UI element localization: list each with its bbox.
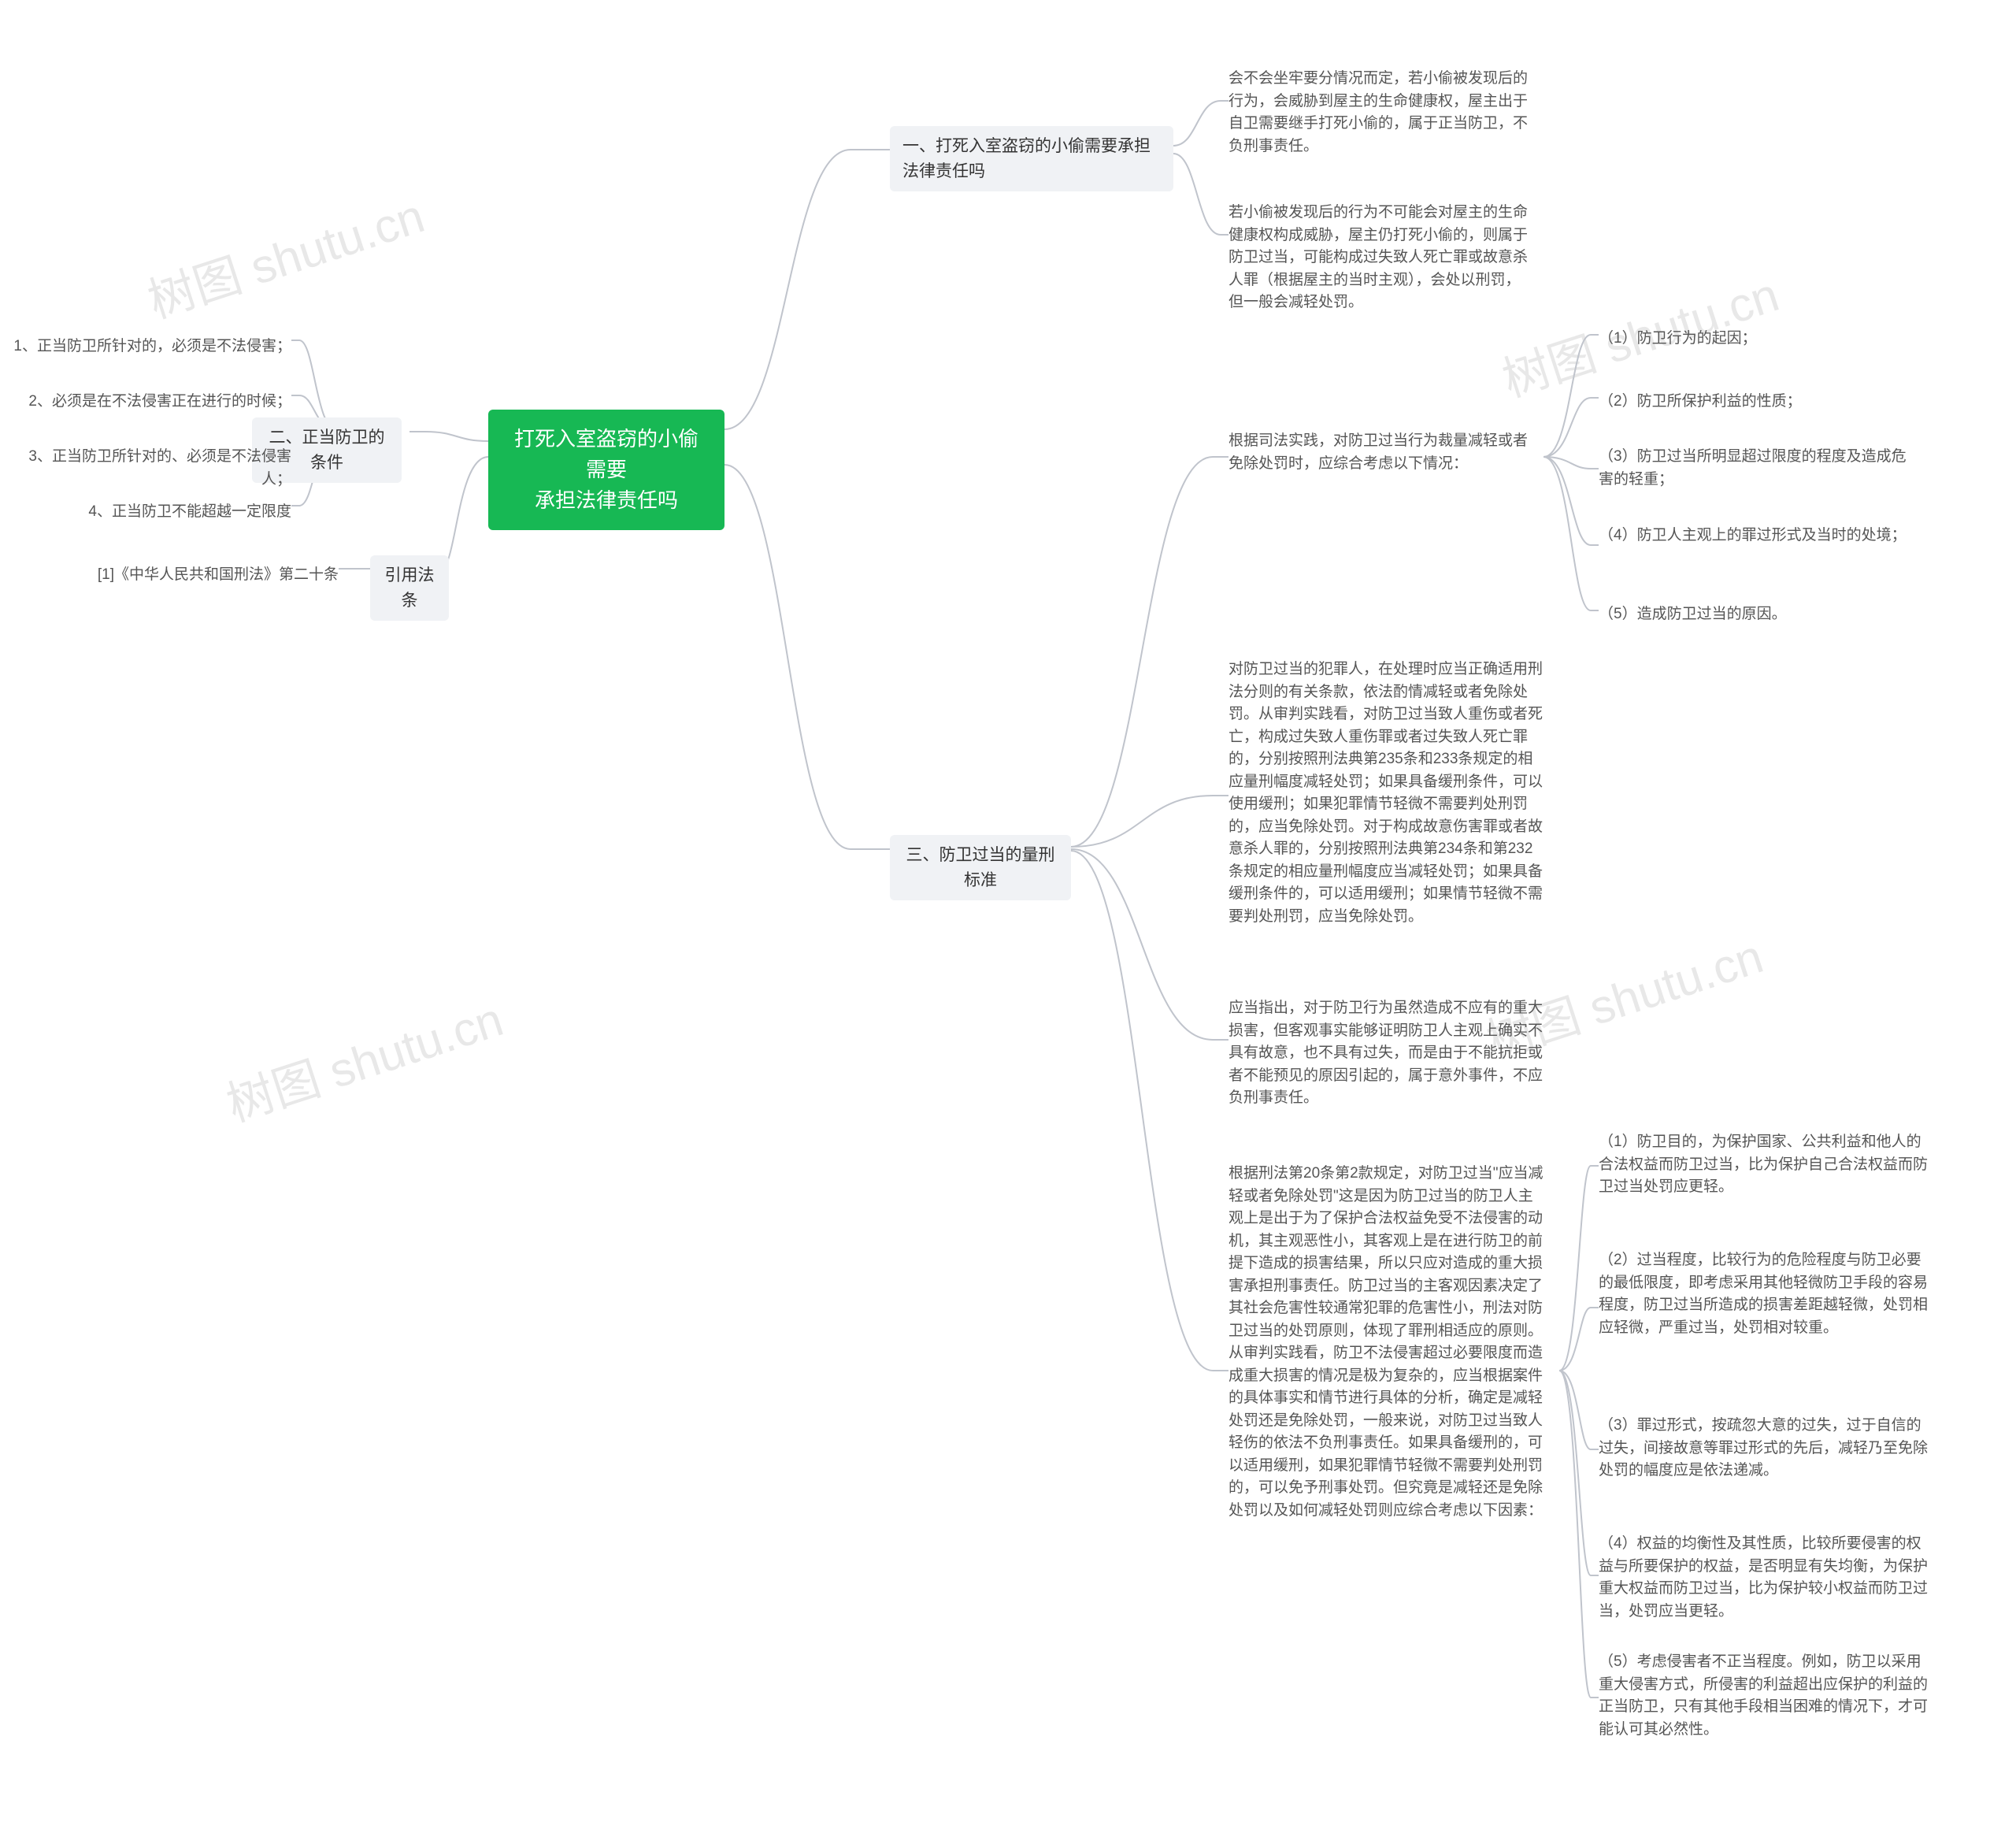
leaf-factor-2: （2）防卫所保护利益的性质； [1599,386,1914,418]
leaf-sentencing-intro: 根据司法实践，对防卫过当行为裁量减轻或者免除处罚时，应综合考虑以下情况： [1228,425,1528,480]
branch-references[interactable]: 引用法条 [370,555,449,621]
root-title-line1: 打死入室盗窃的小偷需要 [506,424,707,485]
leaf-factor-1: （1）防卫行为的起因； [1599,323,1914,355]
branch-sentencing[interactable]: 三、防卫过当的量刑标准 [890,835,1071,900]
leaf-condition-1: 1、正当防卫所针对的，必须是不法侵害； [8,331,291,363]
branch-liability[interactable]: 一、打死入室盗窃的小偷需要承担法律责任吗 [890,126,1173,191]
leaf-sub4-item-2: （2）过当程度，比较行为的危险程度与防卫必要的最低限度，即考虑采用其他轻微防卫手… [1599,1245,1929,1344]
leaf-factor-3: （3）防卫过当所明显超过限度的程度及造成危害的轻重； [1599,441,1914,495]
watermark: 树图 shutu.cn [138,178,432,332]
leaf-sentencing-para3: 应当指出，对于防卫行为虽然造成不应有的重大损害，但客观事实能够证明防卫人主观上确… [1228,993,1544,1115]
leaf-liability-2: 若小偷被发现后的行为不可能会对屋主的生命健康权构成威胁，屋主仍打死小偷的，则属于… [1228,197,1528,319]
watermark: 树图 shutu.cn [217,981,510,1135]
leaf-condition-4: 4、正当防卫不能超越一定限度 [8,496,291,529]
leaf-condition-3: 3、正当防卫所针对的、必须是不法侵害人； [8,441,291,495]
leaf-sub4-item-4: （4）权益的均衡性及其性质，比较所要侵害的权益与所要保护的权益，是否明显有失均衡… [1599,1528,1929,1627]
leaf-factor-5: （5）造成防卫过当的原因。 [1599,599,1914,631]
leaf-sentencing-sub4: 根据刑法第20条第2款规定，对防卫过当"应当减轻或者免除处罚"这是因为防卫过当的… [1228,1158,1544,1527]
leaf-liability-1: 会不会坐牢要分情况而定，若小偷被发现后的行为，会威胁到屋主的生命健康权，屋主出于… [1228,63,1528,162]
leaf-sub4-item-5: （5）考虑侵害者不正当程度。例如，防卫以采用重大侵害方式，所侵害的利益超出应保护… [1599,1646,1929,1746]
leaf-sub4-item-3: （3）罪过形式，按疏忽大意的过失，过于自信的过失，间接故意等罪过形式的先后，减轻… [1599,1410,1929,1487]
leaf-condition-2: 2、必须是在不法侵害正在进行的时候； [8,386,291,418]
leaf-sentencing-para2: 对防卫过当的犯罪人，在处理时应当正确适用刑法分则的有关条款，依法酌情减轻或者免除… [1228,654,1544,933]
root-node[interactable]: 打死入室盗窃的小偷需要 承担法律责任吗 [488,410,724,530]
leaf-reference-1: [1]《中华人民共和国刑法》第二十条 [79,559,339,592]
leaf-sub4-item-1: （1）防卫目的，为保护国家、公共利益和他人的合法权益而防卫过当，比为保护自己合法… [1599,1126,1929,1204]
root-title-line2: 承担法律责任吗 [506,485,707,516]
leaf-factor-4: （4）防卫人主观上的罪过形式及当时的处境； [1599,520,1914,552]
